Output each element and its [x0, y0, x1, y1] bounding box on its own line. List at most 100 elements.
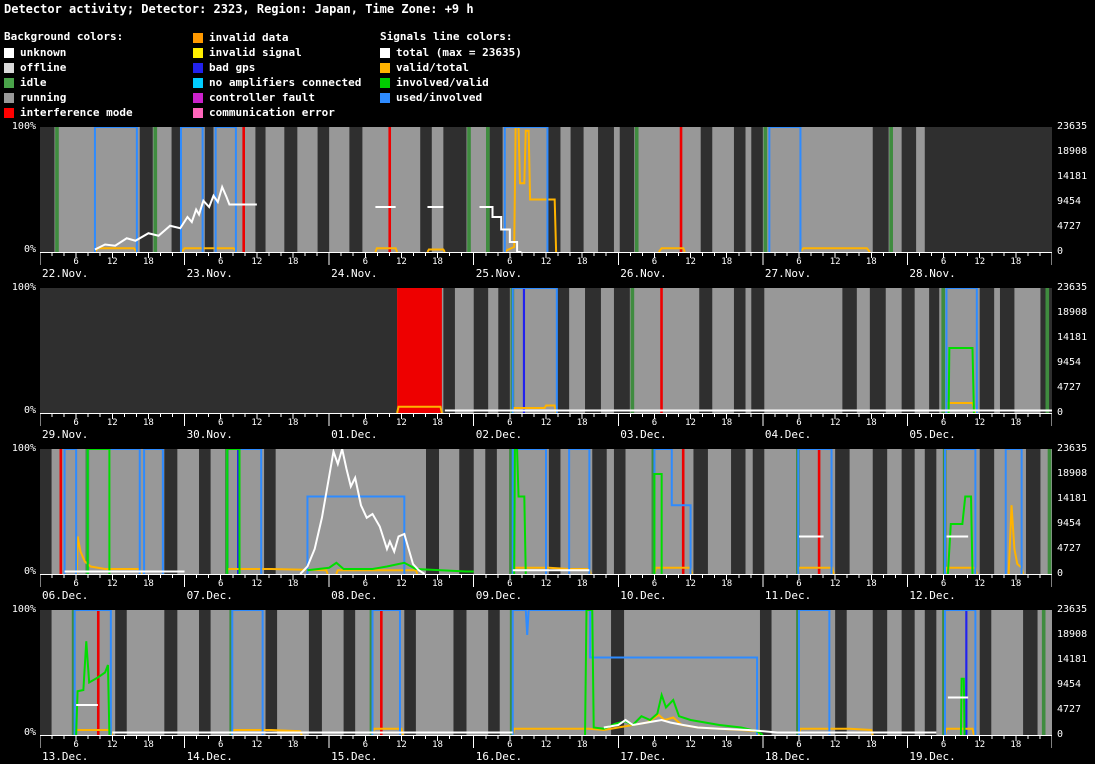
hour-label: 12 — [685, 257, 696, 267]
hour-label: 6 — [796, 740, 802, 750]
y-axis-right-tick: 14181 — [1057, 171, 1088, 182]
hour-label: 18 — [432, 579, 443, 589]
hour-label: 6 — [940, 740, 947, 750]
hour-label: 12 — [685, 418, 696, 428]
hour-label: 12 — [251, 740, 263, 750]
y-axis-max-label: 100% — [11, 121, 36, 132]
page-title: Detector activity; Detector: 2323, Regio… — [4, 2, 474, 16]
legend-item-label: total (max = 23635) — [396, 46, 522, 59]
legend-status-colors: invalid data invalid signal bad gps no a… — [193, 30, 361, 120]
date-label: 10.Dec. — [620, 589, 667, 602]
y-axis-right-tick: 4727 — [1057, 543, 1082, 554]
date-label: 23.Nov. — [186, 267, 233, 280]
date-label: 04.Dec. — [764, 428, 812, 441]
date-label: 28.Nov. — [909, 267, 956, 280]
date-label: 07.Dec. — [186, 589, 233, 602]
hour-label: 6 — [796, 257, 802, 267]
y-axis-max-label: 100% — [11, 443, 36, 454]
hour-label: 6 — [507, 257, 513, 267]
date-label: 25.Nov. — [475, 267, 523, 280]
hour-label: 6 — [217, 740, 224, 750]
y-axis-right-tick: 4727 — [1057, 382, 1082, 393]
date-label: 30.Nov. — [186, 428, 233, 441]
y-axis-right-tick: 14181 — [1057, 332, 1088, 343]
activity-plot-week-2 — [40, 288, 1052, 413]
hour-label: 18 — [287, 740, 299, 750]
hour-label: 6 — [73, 257, 79, 267]
hour-label: 12 — [251, 579, 263, 589]
y-axis-right-tick: 23635 — [1057, 443, 1088, 454]
date-label: 22.Nov. — [42, 267, 89, 280]
legend-item-label: involved/valid — [396, 76, 489, 89]
hour-label: 18 — [576, 579, 588, 589]
legend-item-label: valid/total — [396, 61, 469, 74]
hour-label: 6 — [362, 257, 368, 267]
y-axis-min-label: 0% — [23, 244, 36, 255]
hour-label: 18 — [1010, 257, 1022, 267]
hour-label: 6 — [651, 418, 658, 428]
date-label: 12.Dec. — [909, 589, 956, 602]
hour-label: 12 — [829, 418, 841, 428]
date-label: 15.Dec. — [331, 750, 378, 763]
y-axis-right-tick: 14181 — [1057, 654, 1088, 665]
controller-fault-color-chip — [193, 92, 203, 103]
hour-label: 18 — [721, 740, 733, 750]
legend-signals-header: Signals line colors: — [380, 30, 513, 43]
hour-label: 18 — [287, 418, 299, 428]
y-axis-right-tick: 23635 — [1057, 604, 1088, 615]
hour-label: 6 — [651, 579, 658, 589]
hour-label: 18 — [721, 257, 733, 267]
hour-label: 18 — [1010, 579, 1022, 589]
y-axis-right-tick: 9454 — [1057, 357, 1082, 368]
y-axis-right-tick: 18908 — [1057, 629, 1088, 640]
hour-label: 12 — [540, 257, 552, 267]
hour-label: 18 — [1010, 740, 1022, 750]
hour-label: 12 — [974, 740, 986, 750]
hour-label: 6 — [217, 579, 224, 589]
legend-item-communication-error: communication error — [193, 105, 361, 120]
legend-item-offline: offline — [4, 60, 133, 75]
hour-label: 12 — [106, 257, 118, 267]
y-axis-right-tick: 18908 — [1057, 307, 1088, 318]
hour-label: 6 — [73, 418, 79, 428]
hour-label: 6 — [507, 579, 513, 589]
hour-label: 12 — [685, 740, 696, 750]
legend-item-label: invalid data — [209, 31, 289, 44]
hour-label: 18 — [143, 579, 154, 589]
hour-label: 12 — [829, 257, 841, 267]
hour-label: 6 — [362, 740, 368, 750]
x-axis-week-1: 6 12 18 6 12 18 6 12 18 6 12 18 6 12 18 6 12 18 6 12 18 22.No… — [40, 252, 1052, 283]
hour-label: 12 — [540, 740, 552, 750]
bad-gps-color-chip — [193, 62, 203, 73]
y-axis-max-label: 100% — [11, 282, 36, 293]
legend-item-label: unknown — [20, 46, 67, 59]
y-axis-right-tick: 9454 — [1057, 518, 1082, 529]
hour-label: 6 — [940, 418, 947, 428]
legend-signal-colors: Signals line colors: total (max = 23635)… — [380, 30, 522, 105]
hour-label: 12 — [685, 579, 696, 589]
hour-label: 18 — [865, 740, 877, 750]
y-axis-right-tick: 23635 — [1057, 121, 1088, 132]
date-label: 14.Dec. — [186, 750, 233, 763]
hour-label: 6 — [651, 740, 658, 750]
date-label: 05.Dec. — [909, 428, 956, 441]
legend-item-label: used/involved — [396, 91, 483, 104]
hour-label: 12 — [540, 579, 552, 589]
hour-label: 18 — [576, 257, 588, 267]
legend-item-label: offline — [20, 61, 67, 74]
date-label: 26.Nov. — [620, 267, 667, 280]
date-label: 06.Dec. — [42, 589, 89, 602]
hour-label: 18 — [143, 257, 154, 267]
y-axis-right-tick: 0 — [1057, 568, 1064, 579]
date-label: 27.Nov. — [764, 267, 812, 280]
hour-label: 12 — [396, 257, 407, 267]
legend-item-involved-valid: involved/valid — [380, 75, 522, 90]
y-axis-max-label: 100% — [11, 604, 36, 615]
hour-label: 18 — [432, 740, 443, 750]
hour-label: 12 — [829, 740, 841, 750]
y-axis-min-label: 0% — [23, 727, 36, 738]
hour-label: 18 — [143, 740, 154, 750]
x-axis-ticks — [40, 253, 1052, 265]
